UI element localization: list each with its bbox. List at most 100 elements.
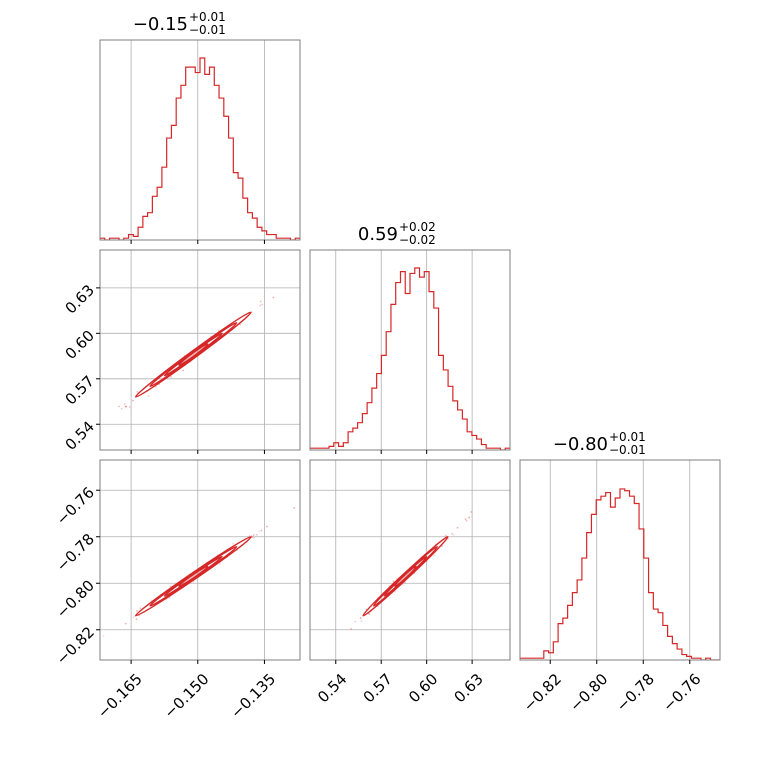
x-tick-label: 0.54 <box>314 670 350 706</box>
scatter-point <box>470 511 473 513</box>
panel-content-0-0 <box>100 57 300 240</box>
scatter-point <box>135 618 138 621</box>
param-title-2: −0.80 <box>553 434 608 455</box>
scatter-point <box>136 610 138 612</box>
scatter-point <box>261 303 264 306</box>
scatter-point <box>102 634 105 637</box>
corner-plot-panels: −0.15 +0.01−0.010.540.570.600.630.59 +0.02… <box>53 10 721 722</box>
param-title-minus-1: −0.02 <box>399 233 436 247</box>
scatter-point <box>395 577 398 580</box>
x-tick-label: −0.80 <box>566 670 611 715</box>
y-tick-label: 0.54 <box>62 418 98 454</box>
param-title-1: 0.59 <box>358 224 398 245</box>
param-title-plus-0: +0.01 <box>189 10 226 24</box>
param-title-plus-2: +0.01 <box>609 430 646 444</box>
contour-outline-1-0 <box>178 343 209 366</box>
panel-content-1-0 <box>118 296 275 410</box>
scatter-point <box>350 627 353 630</box>
scatter-point <box>170 375 172 378</box>
panel-0-0: −0.15 +0.01−0.01 <box>99 10 301 244</box>
panel-2-1: 0.54 0.57 0.60 0.63 <box>309 459 511 706</box>
scatter-point <box>392 580 395 583</box>
scatter-point <box>124 405 127 408</box>
scatter-point <box>136 390 139 393</box>
scatter-point <box>132 399 134 402</box>
scatter-point <box>253 536 255 539</box>
scatter-point <box>272 296 275 299</box>
scatter-point <box>468 516 470 519</box>
scatter-point <box>451 532 453 535</box>
histogram-0 <box>100 57 300 240</box>
panel-frame-2-1 <box>309 459 511 661</box>
panel-content-2-0 <box>88 506 296 650</box>
x-tick-label: 0.60 <box>405 670 441 706</box>
y-tick-label: 0.63 <box>62 281 98 317</box>
scatter-point <box>444 534 447 537</box>
scatter-point <box>258 530 261 533</box>
contour-2-0-2 <box>149 545 238 607</box>
scatter-point <box>125 405 128 408</box>
scatter-point <box>394 590 396 593</box>
panel-1-1: 0.59 +0.02−0.02 <box>309 220 511 454</box>
scatter-point <box>403 581 406 584</box>
panel-frame-2-2 <box>519 459 721 661</box>
y-tick-label: −0.80 <box>53 577 98 622</box>
param-title-plus-1: +0.02 <box>399 220 436 234</box>
scatter-point <box>260 529 263 532</box>
x-tick-label: −0.82 <box>520 670 565 715</box>
scatter-point <box>169 585 172 588</box>
panel-frame-1-0 <box>99 249 301 451</box>
scatter-point <box>255 533 258 536</box>
panel-frame-1-1 <box>309 249 511 451</box>
scatter-point <box>128 405 131 408</box>
scatter-point <box>88 648 90 650</box>
panel-content-2-1 <box>350 511 473 630</box>
scatter-point <box>456 526 459 529</box>
scatter-point <box>123 403 126 405</box>
contour-outline-2-0 <box>178 565 209 587</box>
x-tick-label: −0.76 <box>659 670 704 715</box>
scatter-point <box>232 542 234 545</box>
panel-1-0: 0.54 0.57 0.60 0.63 <box>62 249 301 454</box>
scatter-point <box>464 518 467 521</box>
panel-2-2: −0.82 −0.80 −0.78 −0.76−0.80 +0.01−0.01 <box>519 430 721 715</box>
scatter-point <box>465 519 468 522</box>
scatter-point <box>252 534 255 536</box>
scatter-point <box>433 554 436 557</box>
scatter-point <box>452 533 455 536</box>
param-title-minus-0: −0.01 <box>189 23 226 37</box>
x-tick-label: −0.135 <box>227 670 279 722</box>
scatter-point <box>360 620 363 622</box>
x-tick-label: 0.63 <box>451 670 487 706</box>
scatter-point <box>132 616 135 618</box>
panel-frame-2-0 <box>99 459 301 661</box>
panel-content-2-2 <box>520 488 720 660</box>
y-tick-label: 0.60 <box>62 327 98 363</box>
contour-1-0-2 <box>149 322 238 388</box>
contour-1-0-0 <box>178 343 208 366</box>
y-tick-label: −0.82 <box>53 623 98 668</box>
histogram-2 <box>520 488 720 660</box>
scatter-point <box>218 563 221 565</box>
scatter-point <box>259 300 262 303</box>
x-tick-label: −0.78 <box>613 670 658 715</box>
y-tick-label: −0.78 <box>53 530 98 575</box>
contour-outline-2-1 <box>394 565 417 587</box>
scatter-point <box>293 506 296 509</box>
contour-2-1-0 <box>394 566 417 587</box>
scatter-point <box>266 525 268 528</box>
scatter-point <box>147 395 150 398</box>
y-tick-label: 0.57 <box>62 372 98 408</box>
contour-2-0-3 <box>134 536 252 617</box>
param-title-0: −0.15 <box>133 14 188 35</box>
contour-2-1-3 <box>362 536 449 617</box>
contour-1-0-3 <box>134 311 252 398</box>
histogram-1 <box>310 267 510 450</box>
scatter-point <box>139 607 142 610</box>
panel-2-0: −0.82−0.80−0.78−0.76 −0.165 −0.150 −0.135 <box>53 459 301 722</box>
scatter-point <box>120 407 123 410</box>
scatter-point <box>359 617 362 619</box>
scatter-point <box>118 405 120 408</box>
y-tick-label: −0.76 <box>53 484 98 529</box>
